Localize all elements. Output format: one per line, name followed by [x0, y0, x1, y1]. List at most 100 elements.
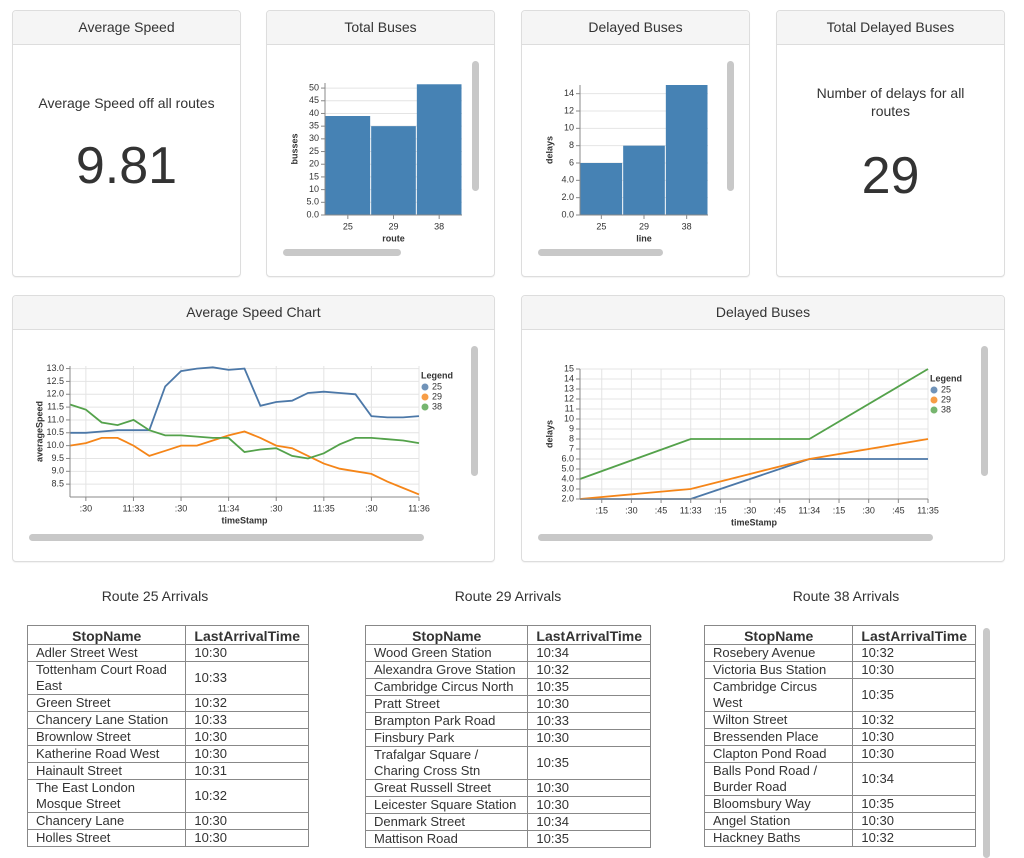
chart-panel: Average Speed Chart	[12, 295, 495, 562]
table-cell: 10:30	[527, 695, 651, 713]
table-cell: 10:34	[852, 762, 976, 796]
table-cell: 10:32	[185, 779, 309, 813]
table-row: Bressenden Place 10:30	[703, 728, 976, 746]
table-cell: Great Russell Street	[364, 779, 529, 797]
table-cell: 10:30	[185, 728, 309, 746]
chart-panel: Delayed Buses	[521, 10, 750, 277]
kpi-panel: Number of delays for all routes Total De…	[776, 10, 1005, 277]
table-row: Balls Pond Road / Burder Road 10:34	[703, 762, 976, 796]
table-row: Wilton Street 10:32	[703, 711, 976, 729]
table-cell: Katherine Road West	[26, 745, 187, 763]
table-cell: The East London Mosque Street	[26, 779, 187, 813]
column-header: StopName	[26, 625, 187, 645]
column-header: LastArrivalTime	[185, 625, 309, 645]
table-header: StopName LastArrivalTime	[364, 625, 651, 645]
table-row: Cambridge Circus North 10:35	[364, 678, 651, 696]
table-row: Denmark Street 10:34	[364, 813, 651, 831]
table-cell: 10:34	[527, 644, 651, 662]
kpi-label: Average Speed off all routes	[38, 95, 215, 111]
table-row: Hackney Baths 10:32	[703, 829, 976, 847]
table-row: Katherine Road West 10:30	[26, 745, 309, 763]
table-row: Chancery Lane Station 10:33	[26, 711, 309, 729]
table-row: Victoria Bus Station 10:30	[703, 661, 976, 679]
table-cell: 10:35	[852, 795, 976, 813]
table-cell: 10:34	[527, 813, 651, 831]
table-cell: 10:32	[852, 829, 976, 847]
table-cell: 10:33	[185, 661, 309, 695]
table-cell: 10:35	[527, 746, 651, 780]
table-title: Route 29 Arrivals	[454, 588, 562, 604]
table-header: StopName LastArrivalTime	[26, 625, 309, 645]
table-cell: Trafalgar Square / Charing Cross Stn	[364, 746, 529, 780]
chart-panel: Delayed Buses	[521, 295, 1005, 562]
table-cell: 10:30	[527, 779, 651, 797]
column-header: LastArrivalTime	[852, 625, 976, 645]
table-cell: Chancery Lane Station	[26, 711, 187, 729]
scrollbar[interactable]	[983, 628, 990, 858]
table-row: Clapton Pond Road 10:30	[703, 745, 976, 763]
table-cell: 10:35	[852, 678, 976, 712]
scrollbar[interactable]	[727, 61, 734, 191]
table-cell: Clapton Pond Road	[703, 745, 854, 763]
table-cell: 10:30	[852, 812, 976, 830]
table-row: Holles Street 10:30	[26, 829, 309, 847]
table-cell: 10:32	[185, 694, 309, 712]
scrollbar[interactable]	[472, 61, 479, 191]
table-cell: Hackney Baths	[703, 829, 854, 847]
table-row: Brownlow Street 10:30	[26, 728, 309, 746]
table-row: Finsbury Park 10:30	[364, 729, 651, 747]
table-row: The East London Mosque Street 10:32	[26, 779, 309, 813]
table-row: Pratt Street 10:30	[364, 695, 651, 713]
scrollbar[interactable]	[471, 346, 478, 476]
scrollbar[interactable]	[538, 534, 933, 541]
table-cell: Pratt Street	[364, 695, 529, 713]
table-cell: 10:30	[185, 829, 309, 847]
table-cell: 10:30	[852, 745, 976, 763]
table-cell: Chancery Lane	[26, 812, 187, 830]
table-cell: 10:32	[852, 644, 976, 662]
table: StopName LastArrivalTime Adler Street West…	[26, 625, 309, 847]
table-row: Great Russell Street 10:30	[364, 779, 651, 797]
table-cell: 10:30	[185, 745, 309, 763]
column-header: LastArrivalTime	[527, 625, 651, 645]
table-cell: Balls Pond Road / Burder Road	[703, 762, 854, 796]
table-cell: Adler Street West	[26, 644, 187, 662]
kpi-label: Number of delays for all routes	[816, 85, 965, 119]
table-cell: Angel Station	[703, 812, 854, 830]
table-cell: Bloomsbury Way	[703, 795, 854, 813]
table-cell: Wilton Street	[703, 711, 854, 729]
table-row: Rosebery Avenue 10:32	[703, 644, 976, 662]
kpi-panel: Average Speed Average Speed off all rout…	[12, 10, 241, 277]
table-cell: Bressenden Place	[703, 728, 854, 746]
scrollbar[interactable]	[283, 249, 401, 256]
table-cell: Rosebery Avenue	[703, 644, 854, 662]
scrollbar[interactable]	[981, 346, 988, 476]
scrollbar[interactable]	[538, 249, 663, 256]
table-row: Mattison Road 10:35	[364, 830, 651, 848]
table-cell: Denmark Street	[364, 813, 529, 831]
table-row: Bloomsbury Way 10:35	[703, 795, 976, 813]
panel-title: Average Speed	[13, 11, 240, 45]
table-cell: 10:33	[527, 712, 651, 730]
table-cell: Holles Street	[26, 829, 187, 847]
table-cell: 10:35	[527, 678, 651, 696]
table-row: Trafalgar Square / Charing Cross Stn 10:3…	[364, 746, 651, 780]
column-header: StopName	[364, 625, 529, 645]
table-cell: 10:31	[185, 762, 309, 780]
chart-panel: Total Buses	[266, 10, 495, 277]
table-cell: 10:30	[852, 728, 976, 746]
table-row: Leicester Square Station 10:30	[364, 796, 651, 814]
panel-title: Average Speed Chart	[13, 296, 494, 330]
table-cell: 10:32	[852, 711, 976, 729]
table-cell: 10:33	[185, 711, 309, 729]
table-title: Route 38 Arrivals	[792, 588, 900, 604]
table: StopName LastArrivalTime Wood Green Statio…	[364, 625, 651, 848]
panel-title: Total Buses	[267, 11, 494, 45]
table-cell: 10:35	[527, 830, 651, 848]
table-row: Wood Green Station 10:34	[364, 644, 651, 662]
scrollbar[interactable]	[29, 534, 424, 541]
kpi-value: 29	[861, 147, 920, 205]
column-header: StopName	[703, 625, 854, 645]
table-cell: Mattison Road	[364, 830, 529, 848]
